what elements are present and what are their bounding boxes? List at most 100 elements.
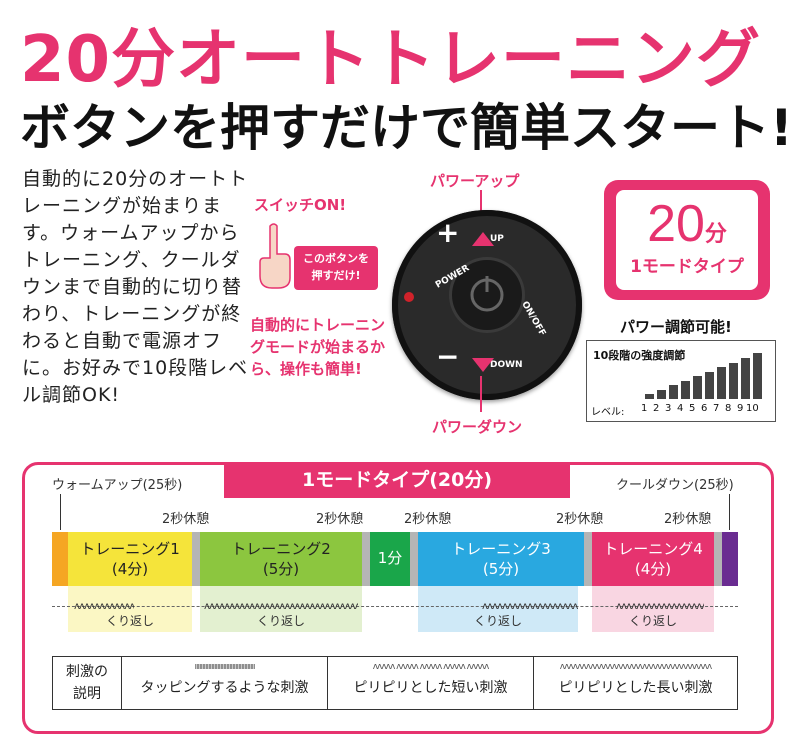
plus-sign: + [436, 216, 460, 249]
headline: 20分オートトレーニング [20, 23, 762, 97]
level-num: 1 [641, 403, 648, 414]
repeat-shade-2 [200, 586, 362, 632]
power-up-leader-line [480, 190, 482, 220]
power-up-label: パワーアップ [430, 172, 520, 190]
down-triangle-icon[interactable] [472, 358, 494, 372]
power-down-leader-line [480, 376, 482, 412]
legend-label: ピリピリとした短い刺激 [353, 680, 508, 696]
cooldown-segment [722, 532, 738, 586]
segment-title: 1分 [377, 549, 403, 567]
repeat-label-4: くり返し [628, 614, 677, 628]
repeat-shade-3 [418, 586, 578, 632]
waveform-1: ʌʌʌʌʌʌʌʌʌʌʌʌʌʌʌʌʌʌʌʌʌʌʌʌʌʌʌʌʌʌʌʌʌʌʌʌʌʌʌʌ… [74, 601, 134, 612]
press-note-line2: 押すだけ! [311, 269, 361, 282]
repeat-shade-1 [68, 586, 192, 632]
segment-duration: (5分) [262, 560, 300, 578]
level-num: 7 [713, 403, 720, 414]
rest-block [714, 532, 722, 586]
repeat-label-3: くり返し [473, 614, 522, 628]
training-segment-3: トレーニング3 (5分) [418, 532, 584, 586]
cooldown-label: クールダウン(25秒) [616, 478, 734, 493]
level-num: 10 [746, 403, 759, 414]
waveform-4: ʌʌʌʌʌʌʌʌʌʌʌʌʌʌʌʌʌʌʌʌʌʌʌʌʌʌʌʌʌʌʌʌʌʌʌʌʌʌʌʌ… [616, 601, 704, 612]
level-prefix: レベル: [591, 407, 625, 418]
press-note-bubble: このボタンを 押すだけ! [294, 246, 378, 290]
level-bars [645, 351, 771, 399]
mode-minutes-unit: 分 [704, 222, 727, 247]
segment-title: トレーニング1 [80, 540, 180, 558]
level-chart-title: 10段階の強度調節 [593, 349, 686, 362]
segment-title: トレーニング3 [451, 540, 551, 558]
pointing-hand-icon [256, 222, 292, 292]
up-triangle-icon[interactable] [472, 232, 494, 246]
one-minute-segment: 1分 [370, 532, 410, 586]
auto-mode-note: 自動的にトレーニングモードが始まるから、操作も簡単! [250, 316, 386, 378]
level-bar-1 [645, 394, 654, 399]
level-num: 6 [701, 403, 708, 414]
rest-label: 2秒休憩 [556, 512, 604, 527]
mode-box-inner: 20分 1モードタイプ [616, 190, 758, 290]
level-num: 2 [653, 403, 660, 414]
legend-header-line2: 説明 [73, 686, 101, 702]
waveform-2: ʌʌʌʌʌʌʌʌʌʌʌʌʌʌʌʌʌʌʌʌʌʌʌʌʌʌʌʌʌʌʌʌʌʌʌʌʌʌʌʌ… [204, 601, 358, 612]
rest-label: 2秒休憩 [162, 512, 210, 527]
legend-wave: ʌʌʌʌʌ ʌʌʌʌʌ ʌʌʌʌʌ ʌʌʌʌʌ ʌʌʌʌʌ [372, 662, 490, 672]
power-icon [470, 276, 504, 312]
level-bar-5 [693, 376, 702, 399]
repeat-shade-4 [592, 586, 714, 632]
warmup-leader [60, 494, 61, 530]
legend-wave: ʌʌʌʌʌʌʌʌʌʌʌʌʌʌʌʌʌʌʌʌʌʌʌʌʌʌʌʌʌʌʌʌʌʌʌ [559, 662, 712, 672]
warmup-segment [52, 532, 68, 586]
waveform-baseline [52, 606, 738, 607]
legend-item-long: ʌʌʌʌʌʌʌʌʌʌʌʌʌʌʌʌʌʌʌʌʌʌʌʌʌʌʌʌʌʌʌʌʌʌʌ ピリピリ… [533, 657, 737, 709]
warmup-label: ウォームアップ(25秒) [52, 478, 183, 493]
legend-label: ピリピリとした長い刺激 [558, 680, 713, 696]
minus-sign: − [436, 340, 460, 373]
description-text: 自動的に20分のオートトレーニングが始まります。ウォームアップからトレーニング、… [22, 168, 249, 406]
onoff-text: ON/OFF [519, 299, 548, 339]
up-text: UP [490, 234, 504, 244]
segment-duration: (5分) [482, 560, 520, 578]
legend-header-line1: 刺激の [66, 664, 108, 680]
level-bar-9 [741, 358, 750, 399]
level-axis: レベル: [591, 403, 624, 418]
level-num: 4 [677, 403, 684, 414]
stimulus-legend-table: 刺激の 説明 ııııııııııııııııııııııııııııııııı… [52, 656, 738, 710]
rest-block [362, 532, 370, 586]
training-segment-4: トレーニング4 (4分) [592, 532, 714, 586]
rest-label: 2秒休憩 [404, 512, 452, 527]
level-num: 3 [665, 403, 672, 414]
cooldown-leader [729, 494, 730, 530]
level-bar-10 [753, 353, 762, 399]
timeline-banner: 1モードタイプ(20分) [224, 462, 570, 498]
legend-label: タッピングするような刺激 [140, 680, 309, 696]
training-segment-1: トレーニング1 (4分) [68, 532, 192, 586]
rest-block [410, 532, 418, 586]
waveform-3: ʌʌʌʌʌʌʌʌʌʌʌʌʌʌʌʌʌʌʌʌʌʌʌʌʌʌʌʌʌʌʌʌʌʌʌʌʌʌʌʌ… [482, 601, 578, 612]
subheadline: ボタンを押すだけで簡単スタート! [20, 99, 793, 157]
press-note-line1: このボタンを [303, 252, 369, 265]
level-chart-box: 10段階の強度調節 レベル: 1 2 3 4 5 6 7 8 9 10 [586, 340, 776, 422]
rest-block [584, 532, 592, 586]
legend-item-tapping: ıııııııııııııııııııııııııııııııııııııııı… [121, 657, 327, 709]
level-bar-6 [705, 372, 714, 399]
repeat-label-2: くり返し [256, 614, 305, 628]
power-down-label: パワーダウン [432, 418, 523, 436]
power-button[interactable] [452, 260, 522, 330]
segment-title: トレーニング2 [231, 540, 331, 558]
training-segment-2: トレーニング2 (5分) [200, 532, 362, 586]
level-bar-3 [669, 385, 678, 399]
mode-minutes-number: 20 [647, 195, 705, 253]
legend-item-short: ʌʌʌʌʌ ʌʌʌʌʌ ʌʌʌʌʌ ʌʌʌʌʌ ʌʌʌʌʌ ピリピリとした短い刺… [327, 657, 533, 709]
legend-header: 刺激の 説明 [53, 657, 121, 709]
switch-on-label: スイッチON! [254, 196, 347, 214]
level-num: 8 [725, 403, 732, 414]
down-text: DOWN [490, 360, 523, 370]
controller-device: + UP − DOWN POWER ON/OFF [392, 210, 582, 400]
level-bar-7 [717, 367, 726, 399]
rest-label: 2秒休憩 [316, 512, 364, 527]
repeat-label-1: くり返し [105, 614, 154, 628]
rest-label: 2秒休憩 [664, 512, 712, 527]
indicator-led [404, 292, 414, 302]
rest-block [192, 532, 200, 586]
